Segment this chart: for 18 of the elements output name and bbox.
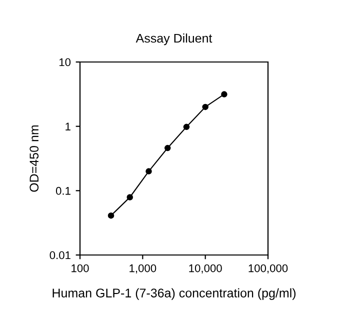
y-tick-label: 0.1: [56, 186, 70, 195]
point: [183, 124, 190, 130]
y-tick-label: 0.01: [50, 251, 70, 260]
point: [126, 194, 133, 200]
point: [164, 144, 171, 152]
point: [202, 104, 208, 110]
point: [146, 168, 152, 174]
point: [221, 91, 228, 98]
x-tick-label: 100,000: [248, 264, 288, 274]
y-tick-label: 1: [66, 122, 70, 130]
x-tick-label: 1,000: [130, 264, 156, 274]
point: [108, 212, 114, 219]
y-axis-title: OD=450 nm: [30, 125, 39, 192]
x-tick-label: 100: [72, 264, 89, 272]
chart-title: Assay Diluent: [136, 33, 212, 46]
x-tick-label: 10,000: [189, 264, 222, 274]
y-tick-label: 10: [59, 58, 71, 66]
x-axis-title: Human GLP-1 (7-36a) concentration (pg/ml): [52, 288, 296, 300]
